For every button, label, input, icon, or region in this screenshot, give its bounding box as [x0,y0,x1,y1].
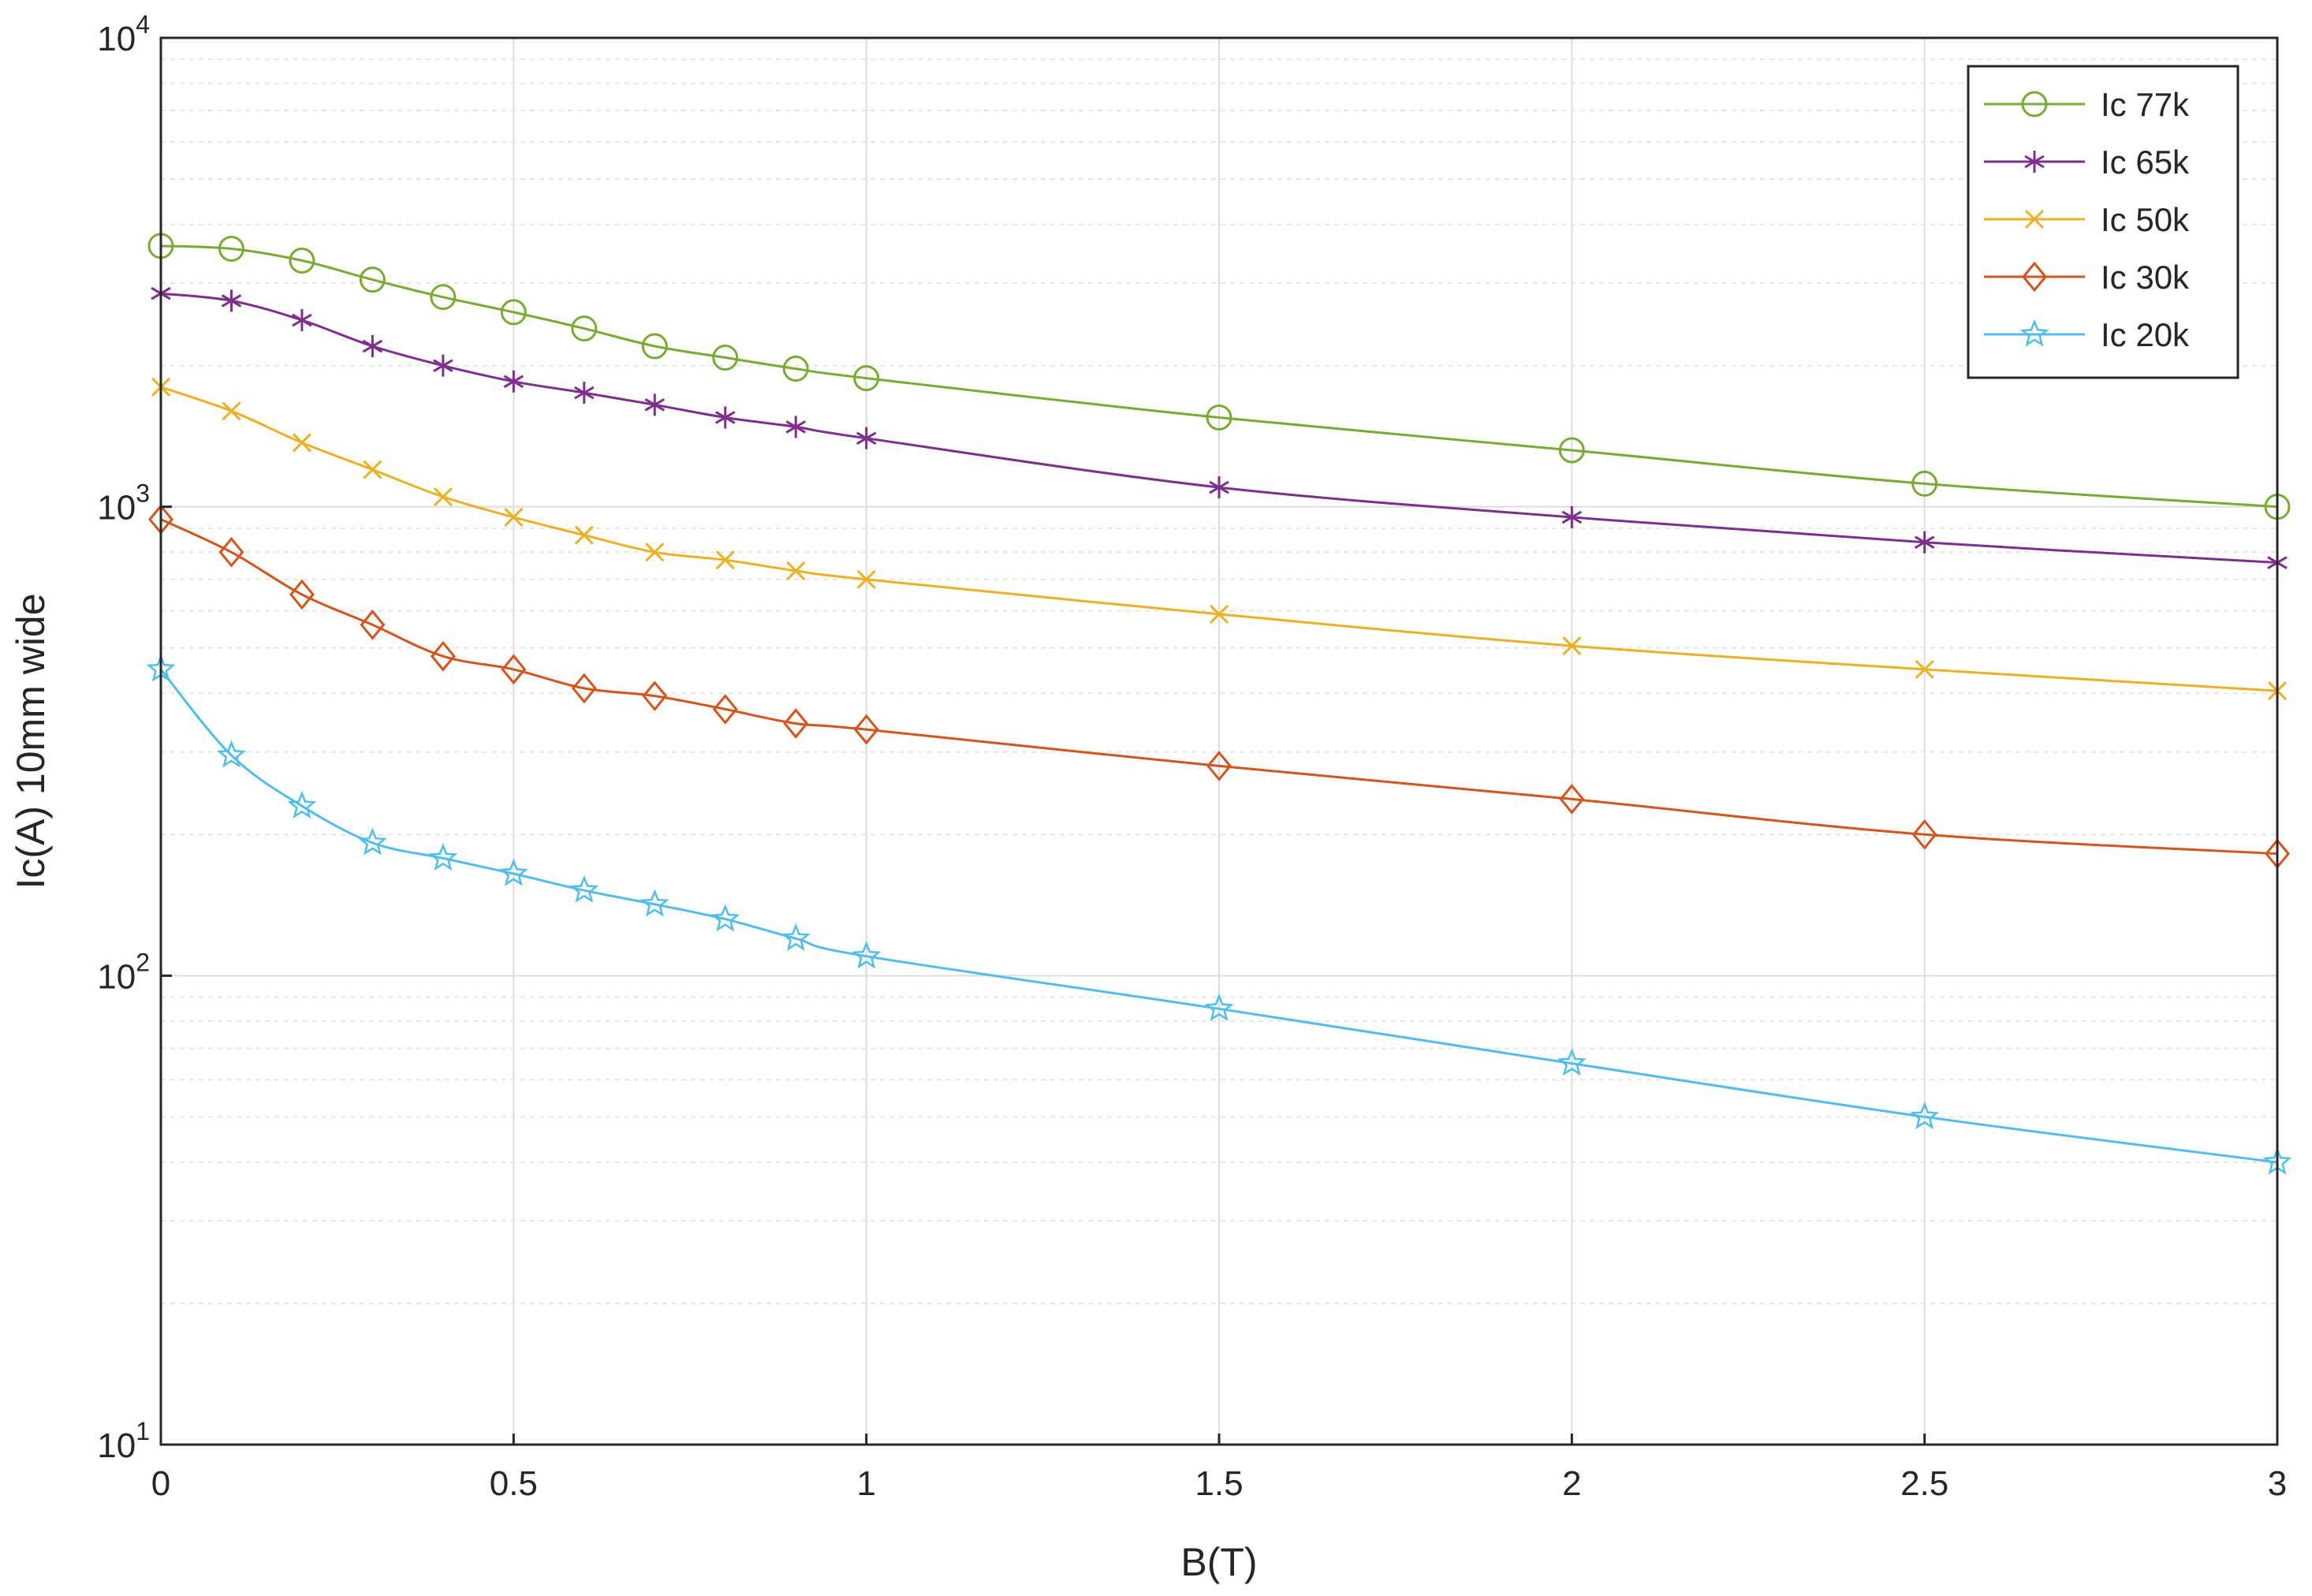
data-point-ic-20k [710,904,740,932]
data-point-ic-65k [503,370,524,393]
data-point-ic-65k [574,382,595,405]
data-point-ic-50k [1562,636,1582,656]
data-point-ic-30k [289,579,315,610]
y-axis-label: Ic(A) 10mm wide [9,593,53,889]
data-point-ic-50k [574,525,594,545]
y-tick-label: 104 [97,10,150,58]
data-point-ic-65k [433,354,453,377]
legend-label-ic-65k: Ic 65k [2101,144,2190,181]
data-point-ic-65k [221,289,242,312]
data-point-ic-50k [222,401,241,421]
data-point-ic-20k [781,923,811,951]
data-point-ic-50k [856,569,876,589]
series-line-ic-30k [160,518,2278,856]
data-point-ic-65k [644,393,666,416]
data-point-ic-77k [853,365,880,392]
legend: Ic 77k Ic 65k Ic 50k Ic 30k Ic 20k [1967,65,2239,379]
x-tick-label: 2.5 [1900,1464,1948,1503]
data-point-ic-50k [786,561,806,581]
data-point-ic-77k [289,247,315,274]
data-point-ic-77k [1558,437,1585,464]
data-point-ic-50k [645,543,665,562]
data-point-ic-50k [715,550,735,570]
data-point-ic-30k [218,536,244,568]
series-ic-30k [148,504,2290,870]
data-point-ic-30k [642,681,668,711]
data-point-ic-77k [712,345,739,371]
tick-labels: 0 0.5 1 1.5 2 2.5 3 101 102 103 104 [97,10,2287,1503]
data-point-ic-30k [501,654,527,685]
data-point-ic-20k [216,740,246,768]
data-point-ic-77k [1911,470,1938,497]
legend-box [1967,65,2239,379]
data-point-ic-77k [359,267,386,293]
data-point-ic-30k [1911,819,1937,850]
data-point-ic-50k [433,487,453,507]
data-point-ic-30k [360,610,386,640]
data-point-ic-30k [1206,751,1232,781]
data-point-ic-20k [1557,1048,1587,1076]
data-point-ic-65k [292,309,312,332]
data-point-ic-50k [504,507,524,527]
data-point-ic-65k [785,416,806,438]
y-tick-label: 102 [97,948,150,996]
data-point-ic-65k [362,335,383,358]
legend-marker-ic-65k [2024,151,2045,173]
data-point-ic-20k [428,842,458,871]
y-tick-label: 101 [97,1417,150,1465]
data-point-ic-65k [1914,531,1935,554]
data-point-ic-20k [287,790,317,819]
data-point-ic-77k [430,284,457,311]
data-point-ic-77k [218,235,244,262]
data-point-ic-30k [1559,784,1585,815]
legend-label-ic-20k: Ic 20k [2101,316,2190,353]
data-point-ic-30k [783,708,809,739]
x-tick-label: 1 [856,1464,875,1503]
data-point-ic-50k [292,433,311,453]
data-point-ic-20k [357,827,387,856]
data-point-ic-65k [714,406,736,429]
series-line-ic-77k [160,244,2278,509]
data-point-ic-30k [712,694,738,725]
data-point-ic-20k [640,889,669,917]
legend-marker-ic-30k [2022,261,2047,293]
data-point-ic-20k [1204,993,1234,1021]
data-point-ic-77k [500,299,527,326]
x-tick-label: 0.5 [490,1464,538,1503]
data-point-ic-77k [571,315,598,342]
data-point-ic-50k [363,460,382,479]
data-point-ic-77k [1206,404,1232,431]
data-point-ic-65k [1561,505,1583,528]
series-lines [146,233,2292,1175]
data-point-ic-30k [853,714,879,745]
x-tick-label: 0 [151,1464,170,1503]
series-ic-20k [146,654,2292,1175]
data-point-ic-65k [856,427,877,449]
y-tick-label: 103 [97,479,150,528]
data-point-ic-50k [1915,659,1934,679]
x-tick-label: 3 [2268,1464,2287,1503]
data-point-ic-65k [1209,476,1229,499]
x-tick-label: 1.5 [1195,1464,1243,1503]
legend-label-ic-50k: Ic 50k [2101,201,2190,238]
data-point-ic-20k [498,858,528,886]
x-tick-label: 2 [1562,1464,1581,1503]
grid [160,37,2278,1445]
data-point-ic-30k [430,640,456,672]
data-point-ic-77k [641,333,668,360]
legend-marker-ic-20k [2019,319,2049,347]
legend-label-ic-30k: Ic 30k [2101,259,2190,296]
data-point-ic-20k [569,874,599,903]
data-point-ic-77k [782,356,809,382]
data-point-ic-20k [852,941,882,969]
legend-marker-ic-77k [2021,91,2048,117]
data-point-ic-20k [1910,1101,1940,1130]
data-point-ic-30k [571,673,597,704]
legend-marker-ic-50k [2024,209,2045,229]
data-point-ic-50k [1209,604,1229,624]
x-axis-label: B(T) [1180,1540,1257,1584]
legend-label-ic-77k: Ic 77k [2101,86,2190,123]
